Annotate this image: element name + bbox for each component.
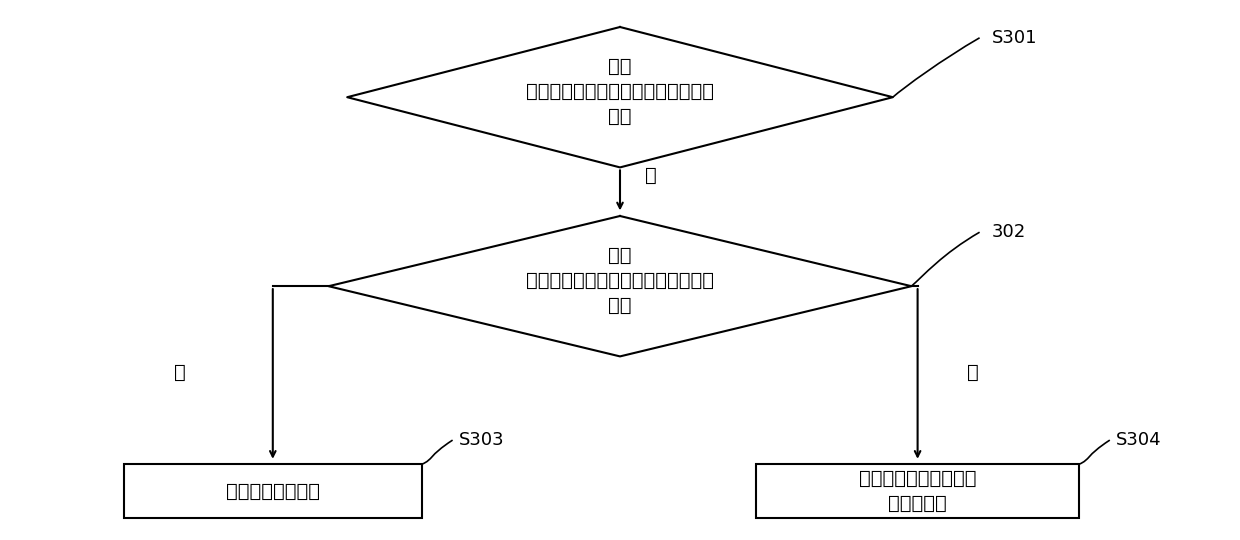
Text: 是: 是 <box>645 166 656 185</box>
Text: 丢弃视频关键帧以及视
频非关键帧: 丢弃视频关键帧以及视 频非关键帧 <box>859 469 976 514</box>
FancyBboxPatch shape <box>756 464 1079 518</box>
Text: 判断
网络带宽大小是否小于第一网络带宽
阈值: 判断 网络带宽大小是否小于第一网络带宽 阈值 <box>526 57 714 126</box>
Text: 302: 302 <box>992 223 1027 241</box>
Text: S303: S303 <box>459 431 505 449</box>
Text: 丢弃视频非关键帧: 丢弃视频非关键帧 <box>226 482 320 501</box>
Text: S304: S304 <box>1116 431 1162 449</box>
Text: 否: 否 <box>967 363 978 382</box>
FancyBboxPatch shape <box>124 464 422 518</box>
Text: S301: S301 <box>992 29 1038 47</box>
Text: 是: 是 <box>174 363 185 382</box>
Text: 判断
网络带宽大小是否大于第二网络带宽
阈值: 判断 网络带宽大小是否大于第二网络带宽 阈值 <box>526 246 714 315</box>
